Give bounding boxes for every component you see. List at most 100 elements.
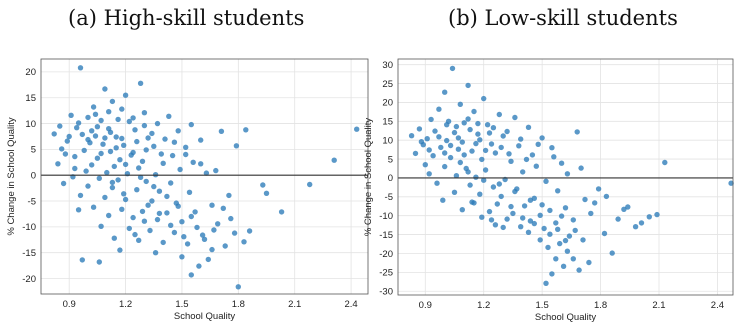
data-point xyxy=(555,188,561,194)
data-point xyxy=(477,137,483,143)
data-point xyxy=(186,189,193,195)
scatter-panel-1: 0.9 1.2 1.5 1.8 2.1 2.4 30 25 20 15 10 5 0 -5 -10 -15 -2… xyxy=(363,58,734,322)
data-point xyxy=(115,116,121,123)
data-point xyxy=(107,129,114,135)
y-tick-label: 10 xyxy=(382,135,393,146)
data-point xyxy=(85,114,91,121)
scatter-panel-0: 0.9 1.2 1.5 1.8 2.1 2.4 20 15 10 5 0 -5 -10 -15 -20 Sch… xyxy=(6,58,369,322)
data-point xyxy=(85,136,91,143)
data-point xyxy=(196,263,202,269)
data-point xyxy=(549,271,555,277)
data-point xyxy=(603,193,610,200)
x-tick-label: 1.8 xyxy=(232,299,245,310)
data-point xyxy=(171,139,178,145)
data-point xyxy=(209,246,215,253)
data-point xyxy=(136,165,142,171)
data-point xyxy=(609,250,615,256)
y-tick-label: -10 xyxy=(379,211,393,222)
data-point xyxy=(521,203,528,209)
data-point xyxy=(486,130,493,136)
data-point xyxy=(156,188,163,194)
x-tick-label: 2.1 xyxy=(652,300,665,311)
data-point xyxy=(213,167,219,174)
y-tick-label: -25 xyxy=(379,268,393,279)
data-point xyxy=(455,135,462,141)
data-point xyxy=(154,216,161,223)
x-tick-label: 1.2 xyxy=(119,299,132,310)
data-point xyxy=(512,188,518,195)
data-point xyxy=(218,128,225,134)
data-point xyxy=(510,210,516,217)
data-point xyxy=(201,236,208,242)
data-point xyxy=(278,209,285,215)
data-point xyxy=(625,204,631,210)
data-point xyxy=(109,98,116,105)
data-point xyxy=(211,227,217,233)
data-point xyxy=(354,126,360,132)
data-point xyxy=(102,86,108,92)
data-point xyxy=(60,180,67,187)
data-point xyxy=(209,202,215,208)
y-tick-label: 0 xyxy=(388,173,393,184)
data-point xyxy=(90,204,97,210)
data-point xyxy=(122,161,129,168)
data-point xyxy=(183,151,189,158)
data-point xyxy=(162,136,168,142)
data-point xyxy=(451,129,458,136)
data-point xyxy=(473,140,479,147)
data-point xyxy=(136,237,142,243)
data-point xyxy=(459,207,465,213)
data-point xyxy=(137,80,144,87)
data-point xyxy=(263,190,270,196)
data-point xyxy=(428,116,434,123)
data-point xyxy=(475,120,481,127)
data-point xyxy=(488,141,495,147)
data-point xyxy=(531,220,537,227)
data-point xyxy=(143,178,149,185)
data-point xyxy=(492,222,499,228)
data-point xyxy=(465,82,471,89)
data-point xyxy=(447,142,454,149)
data-point xyxy=(130,115,136,121)
data-point xyxy=(154,120,161,127)
data-point xyxy=(492,150,499,156)
data-point xyxy=(595,186,602,192)
data-point xyxy=(516,143,522,149)
data-point xyxy=(500,224,506,231)
data-point xyxy=(222,243,228,249)
data-point xyxy=(527,197,534,203)
data-point xyxy=(260,182,266,188)
data-point xyxy=(205,256,211,263)
data-point xyxy=(141,218,148,224)
data-point xyxy=(461,152,467,158)
data-point xyxy=(562,237,569,244)
data-point xyxy=(168,180,174,186)
data-point xyxy=(453,123,460,130)
data-point xyxy=(537,212,543,218)
data-point xyxy=(508,158,514,164)
data-point xyxy=(113,134,119,140)
x-axis-label: School Quality xyxy=(174,311,236,322)
data-point xyxy=(564,248,571,254)
data-point xyxy=(168,222,174,228)
data-point xyxy=(64,138,71,144)
data-point xyxy=(149,198,155,204)
data-point xyxy=(134,187,140,193)
data-point xyxy=(418,139,425,145)
data-point xyxy=(79,131,86,138)
data-point xyxy=(574,129,580,135)
data-point xyxy=(553,220,559,226)
data-point xyxy=(482,147,489,154)
data-point xyxy=(488,217,495,223)
data-point xyxy=(473,174,479,180)
data-point xyxy=(226,192,232,199)
y-axis-label: % Change in School Quality xyxy=(363,118,374,237)
data-point xyxy=(459,139,465,145)
y-axis-label: % Change in School Quality xyxy=(6,117,17,236)
y-tick-label: -20 xyxy=(22,274,36,285)
data-point xyxy=(102,135,108,141)
data-point xyxy=(465,116,471,122)
data-point xyxy=(141,110,148,116)
data-point xyxy=(592,200,598,206)
data-point xyxy=(601,230,608,237)
